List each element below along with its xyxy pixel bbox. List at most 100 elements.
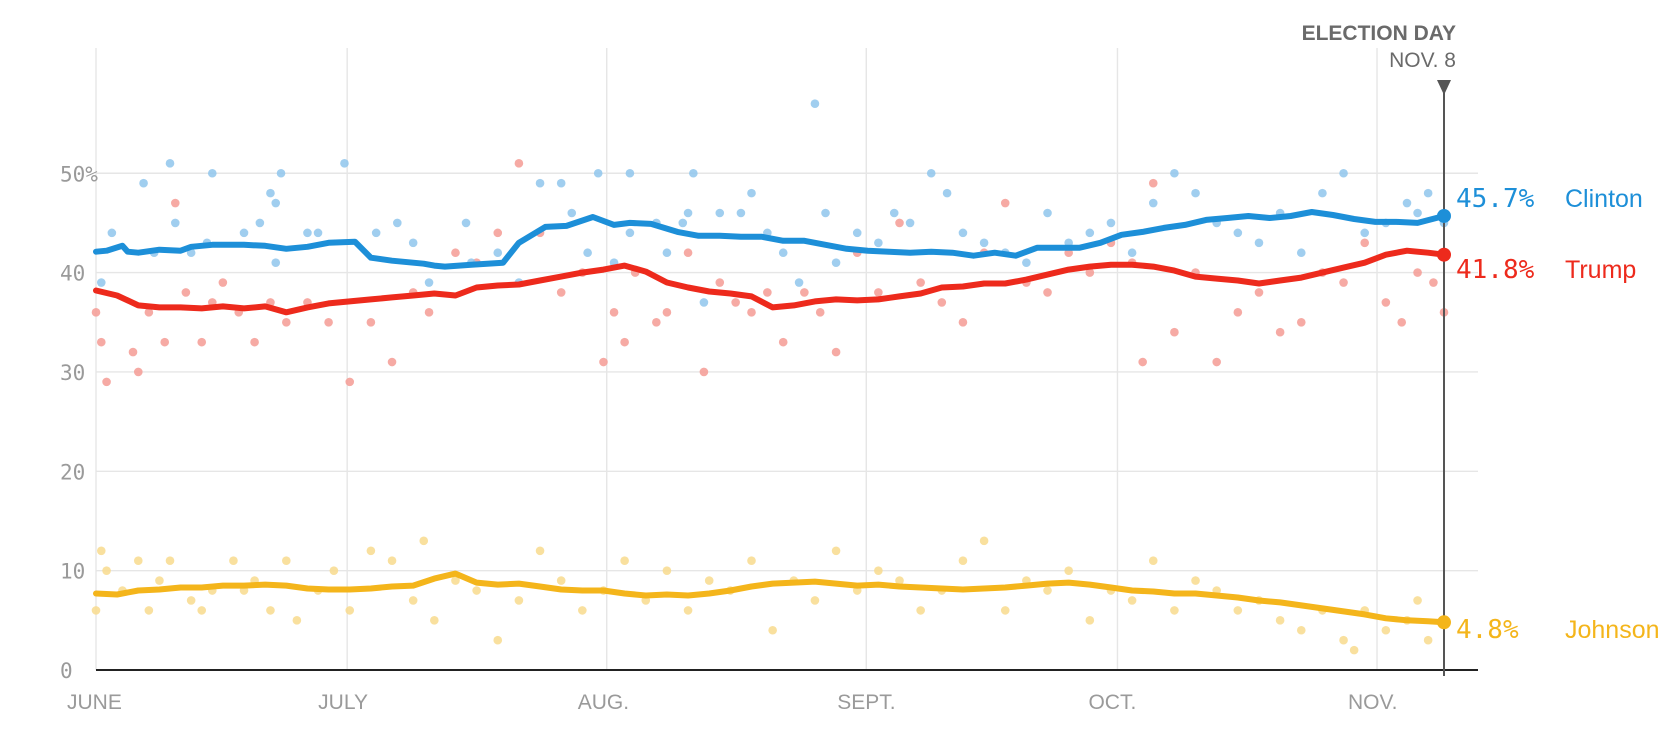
johnson-poll-dot <box>430 616 439 625</box>
clinton-poll-dot <box>1296 248 1306 258</box>
johnson-poll-dot <box>408 596 418 605</box>
clinton-poll-dot <box>852 228 862 238</box>
clinton-poll-dot <box>979 238 989 248</box>
johnson-poll-dot <box>1127 596 1137 605</box>
clinton-final-value: 45.7% <box>1456 184 1535 214</box>
x-tick-label: NOV. <box>1348 691 1397 714</box>
johnson-poll-dot <box>229 556 238 566</box>
johnson-poll-dot <box>556 576 566 585</box>
end-labels: 45.7% Clinton 41.8% Trump 4.8% Johnson <box>1456 184 1660 645</box>
x-axis-labels: JUNE JULY AUG. SEPT. OCT. NOV. <box>67 691 1397 714</box>
johnson-poll-dot <box>620 556 629 566</box>
trump-poll-dot <box>1233 308 1243 317</box>
clinton-poll-dot <box>1085 228 1095 238</box>
johnson-poll-dot <box>155 576 164 585</box>
clinton-poll-dot <box>1022 258 1031 267</box>
clinton-poll-dot <box>889 208 899 218</box>
clinton-poll-dot <box>165 159 175 168</box>
johnson-poll-dot <box>514 596 524 605</box>
clinton-poll-dot <box>593 168 603 178</box>
trump-poll-dot <box>181 288 191 297</box>
johnson-average-line <box>93 570 1447 626</box>
johnson-poll-dot <box>578 606 587 615</box>
clinton-poll-dot <box>1402 198 1412 208</box>
clinton-poll-dot <box>778 248 788 258</box>
trump-poll-dot <box>170 198 180 208</box>
trump-poll-dot <box>1360 238 1370 248</box>
trump-poll-dot <box>874 288 883 297</box>
x-tick-label: JUNE <box>67 691 122 714</box>
clinton-poll-dot <box>683 208 693 218</box>
trump-name-label: Trump <box>1565 256 1636 284</box>
trump-poll-dot <box>493 228 503 238</box>
y-axis-labels: 0 10 20 30 40 50% <box>60 162 98 683</box>
clinton-poll-dot <box>1148 198 1158 208</box>
johnson-poll-dot <box>768 625 777 635</box>
clinton-poll-dot <box>139 178 148 188</box>
trump-poll-dot <box>699 367 709 377</box>
trump-poll-dot <box>937 298 947 307</box>
trump-poll-dot <box>778 337 788 347</box>
trump-poll-dot <box>1085 268 1095 277</box>
johnson-poll-dot <box>874 566 883 575</box>
trump-poll-dot <box>1381 298 1391 307</box>
trump-poll-dot <box>599 357 608 367</box>
clinton-poll-dot <box>107 228 117 238</box>
clinton-poll-dot <box>1043 208 1052 218</box>
clinton-poll-dot <box>794 278 804 287</box>
clinton-poll-dot <box>340 159 349 168</box>
johnson-poll-dot <box>197 606 207 615</box>
johnson-poll-dot <box>831 546 841 556</box>
clinton-poll-dot <box>926 168 936 178</box>
election-day-marker: ELECTION DAY NOV. 8 <box>1302 22 1456 676</box>
trump-poll-dot <box>282 317 291 327</box>
clinton-poll-dot <box>96 278 106 287</box>
johnson-poll-dot <box>1000 606 1010 615</box>
clinton-end-dot <box>1437 208 1451 223</box>
y-tick-label: 0 <box>60 659 73 683</box>
johnson-poll-dot <box>683 606 693 615</box>
johnson-poll-dot <box>91 606 101 615</box>
trump-end-dot <box>1437 247 1451 262</box>
clinton-poll-dot <box>810 99 820 109</box>
johnson-final-value: 4.8% <box>1456 615 1519 645</box>
clinton-poll-dot <box>535 178 545 188</box>
trump-poll-dot <box>1170 327 1179 337</box>
clinton-poll-dot <box>678 218 688 228</box>
trump-poll-dot <box>1043 288 1052 297</box>
clinton-poll-dot <box>1106 218 1116 228</box>
trump-poll-dot <box>102 377 111 387</box>
trump-poll-dot <box>387 357 397 367</box>
clinton-poll-dot <box>747 188 756 198</box>
clinton-poll-dot <box>662 248 672 258</box>
clinton-poll-dot <box>874 238 883 248</box>
johnson-poll-dot <box>133 556 143 566</box>
trump-poll-dot <box>324 317 333 327</box>
trump-poll-dot <box>1138 357 1147 367</box>
trump-poll-dot <box>815 308 825 317</box>
trump-poll-dot <box>345 377 355 387</box>
end-markers <box>1437 208 1451 630</box>
trump-poll-dot <box>1429 278 1438 287</box>
clinton-poll-dot <box>1170 168 1179 178</box>
trump-poll-dot <box>1275 327 1285 337</box>
johnson-poll-dot <box>96 546 106 556</box>
johnson-poll-dot <box>1170 606 1179 615</box>
johnson-poll-dot <box>292 616 302 625</box>
election-day-date: NOV. 8 <box>1389 49 1456 72</box>
trump-final-value: 41.8% <box>1456 255 1535 285</box>
trump-poll-dot <box>1339 278 1348 287</box>
clinton-poll-dot <box>313 228 323 238</box>
clinton-poll-dot <box>1318 188 1327 198</box>
clinton-poll-dot <box>942 188 952 198</box>
johnson-name-label: Johnson <box>1565 616 1660 644</box>
trump-poll-dot <box>451 248 460 258</box>
clinton-poll-dot <box>625 228 635 238</box>
trump-poll-dot <box>763 288 772 297</box>
trump-poll-dot <box>160 337 170 347</box>
johnson-poll-dot <box>493 635 503 645</box>
trump-poll-dot <box>144 308 154 317</box>
clinton-poll-dot <box>424 278 434 287</box>
johnson-poll-dot <box>186 596 196 605</box>
